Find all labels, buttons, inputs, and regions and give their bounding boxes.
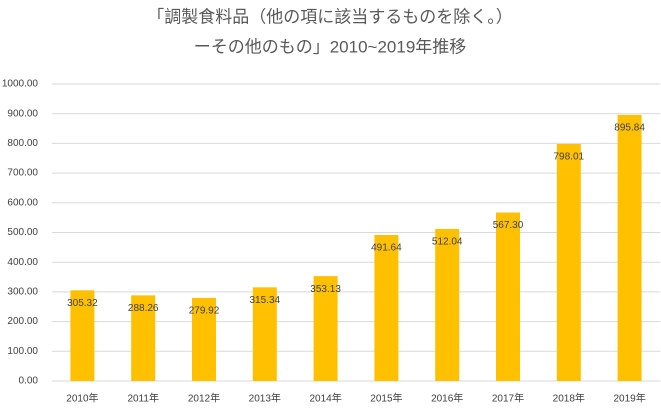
y-tick-label: 1000.00 bbox=[2, 79, 39, 90]
value-label: 512.04 bbox=[432, 237, 463, 248]
value-label: 288.26 bbox=[128, 303, 159, 314]
y-tick-label: 900.00 bbox=[7, 108, 38, 119]
bar bbox=[374, 234, 399, 381]
chart-title: 「調製食料品（他の項に該当するものを除く。） bbox=[147, 7, 513, 26]
y-tick-label: 0.00 bbox=[19, 376, 39, 387]
x-tick-label: 2017年 bbox=[492, 392, 524, 405]
y-tick-label: 100.00 bbox=[7, 346, 38, 357]
bar bbox=[252, 287, 277, 381]
x-tick-label: 2010年 bbox=[66, 392, 98, 405]
y-tick-label: 300.00 bbox=[7, 287, 38, 298]
x-tick-label: 2018年 bbox=[553, 392, 585, 405]
bar bbox=[192, 297, 216, 381]
value-label: 798.01 bbox=[554, 152, 585, 163]
y-tick-label: 600.00 bbox=[7, 197, 38, 208]
bar bbox=[313, 276, 338, 381]
y-tick-label: 200.00 bbox=[7, 316, 38, 327]
bar bbox=[435, 228, 460, 381]
value-label: 567.30 bbox=[493, 220, 524, 231]
y-tick-label: 700.00 bbox=[7, 168, 38, 179]
value-label: 353.13 bbox=[310, 284, 341, 295]
x-tick-label: 2015年 bbox=[370, 392, 402, 405]
bar bbox=[70, 290, 95, 381]
bar bbox=[556, 143, 581, 381]
value-label: 279.92 bbox=[189, 306, 220, 317]
bar bbox=[496, 212, 520, 381]
y-tick-label: 400.00 bbox=[7, 257, 38, 268]
x-tick-label: 2012年 bbox=[188, 392, 220, 405]
value-label: 491.64 bbox=[371, 243, 402, 254]
bar bbox=[131, 295, 156, 381]
value-label: 315.34 bbox=[250, 295, 281, 306]
x-tick-label: 2016年 bbox=[431, 392, 463, 405]
x-tick-label: 2011年 bbox=[127, 392, 159, 405]
x-tick-label: 2019年 bbox=[613, 392, 645, 405]
y-tick-label: 500.00 bbox=[7, 227, 38, 238]
value-label: 895.84 bbox=[614, 123, 645, 134]
x-tick-label: 2014年 bbox=[309, 392, 341, 405]
value-label: 305.32 bbox=[67, 298, 98, 309]
y-tick-label: 800.00 bbox=[7, 138, 38, 149]
bar bbox=[617, 114, 642, 381]
chart-title: ーその他のもの」2010~2019年推移 bbox=[194, 37, 467, 56]
x-tick-label: 2013年 bbox=[249, 392, 281, 405]
